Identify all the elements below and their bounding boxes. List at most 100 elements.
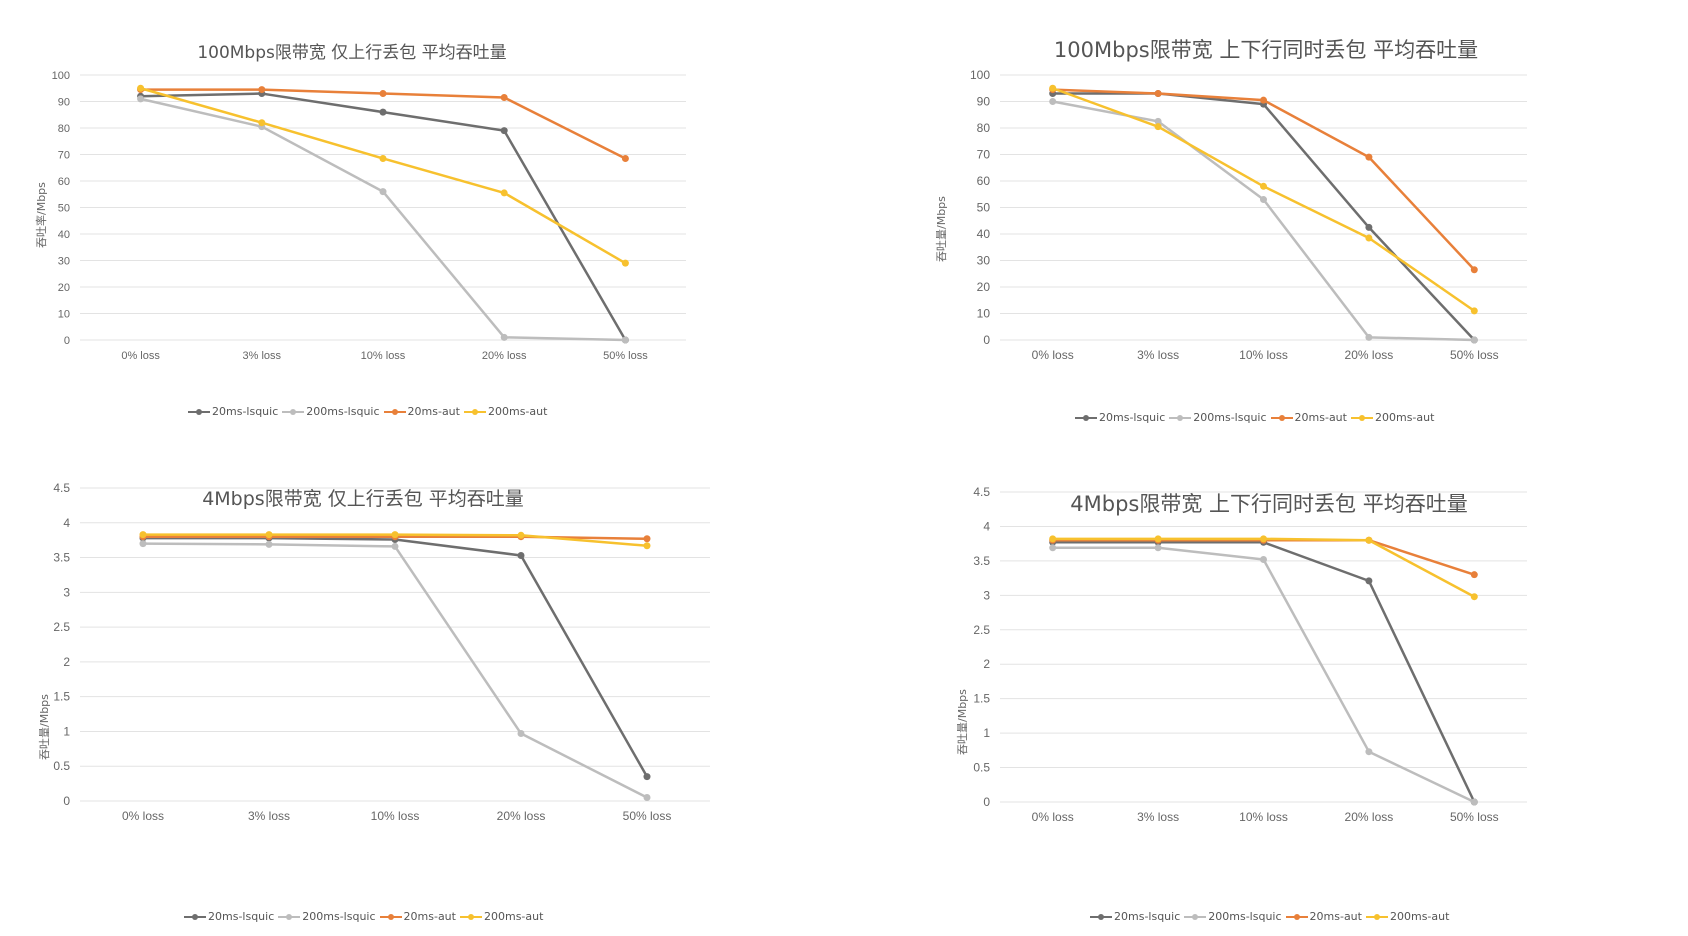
legend-swatch — [1285, 913, 1308, 920]
y-tick-label: 50 — [58, 203, 70, 215]
y-tick-label: 100 — [52, 70, 70, 82]
y-tick-label: 1 — [983, 726, 990, 740]
legend-swatch — [1270, 414, 1293, 421]
y-tick-label: 20 — [977, 280, 991, 294]
y-tick-label: 0 — [63, 794, 70, 808]
legend-swatch — [463, 408, 486, 415]
series-line-20ms-lsquic — [140, 92, 627, 341]
chart-title: 100Mbps限带宽 仅上行丢包 平均吞吐量 — [197, 43, 507, 63]
legend-swatch — [1169, 414, 1192, 421]
data-point-200ms-lsquic — [1470, 798, 1478, 806]
series-line-20ms-aut — [140, 88, 626, 160]
x-tick-label: 0% loss — [121, 350, 160, 362]
data-point-20ms-aut — [1470, 571, 1478, 579]
series-line-200ms-lsquic — [140, 97, 626, 342]
data-point-200ms-aut — [1154, 535, 1162, 543]
data-point-200ms-lsquic — [1365, 748, 1373, 756]
legend-item-200ms-aut: 200ms-aut — [463, 405, 547, 418]
legend-swatch — [459, 913, 482, 920]
y-tick-label: 4 — [63, 516, 70, 530]
legend-swatch — [1184, 913, 1207, 920]
data-point-20ms-lsquic — [500, 127, 508, 135]
y-tick-label: 10 — [977, 307, 991, 321]
data-point-200ms-aut — [1260, 182, 1267, 190]
data-point-200ms-aut — [1470, 593, 1478, 601]
legend-item-20ms-aut: 20ms-aut — [379, 910, 456, 923]
y-tick-label: 70 — [977, 148, 991, 162]
legend-label: 200ms-aut — [1374, 411, 1435, 424]
y-tick-label: 1.5 — [53, 690, 70, 704]
x-tick-label: 10% loss — [371, 809, 420, 823]
legend-swatch — [1075, 414, 1097, 421]
y-tick-label: 4 — [983, 519, 990, 533]
data-point-20ms-lsquic — [517, 551, 525, 559]
y-tick-label: 3 — [63, 585, 70, 599]
chart-4mbps-bidirectional-loss: 4Mbps限带宽 上下行同时丢包 平均吞吐量 吞吐量/Mbps 0 0.5 1 1.5… — [920, 450, 1680, 936]
data-point-20ms-aut — [1365, 153, 1373, 161]
data-point-200ms-aut — [643, 542, 651, 550]
legend-swatch — [188, 408, 210, 415]
x-tick-label: 3% loss — [248, 809, 290, 823]
legend-label: 200ms-lsquic — [1193, 411, 1267, 424]
data-point-20ms-aut — [1260, 96, 1267, 104]
data-point-200ms-aut — [265, 531, 273, 539]
x-tick-label: 3% loss — [243, 350, 282, 362]
data-point-200ms-aut — [500, 189, 508, 197]
data-point-200ms-lsquic — [1260, 196, 1267, 204]
x-tick-label: 10% loss — [1239, 810, 1288, 824]
x-tick-label: 20% loss — [482, 350, 527, 362]
data-point-200ms-lsquic — [1154, 544, 1162, 552]
legend-label: 200ms-lsquic — [306, 405, 380, 418]
data-point-20ms-lsquic — [1365, 223, 1373, 231]
y-tick-label: 10 — [58, 309, 70, 321]
legend-swatch — [282, 408, 305, 415]
series-line-20ms-lsquic — [1052, 92, 1476, 341]
legend-item-200ms-lsquic: 200ms-lsquic — [282, 405, 380, 418]
legend-label: 20ms-aut — [403, 910, 456, 923]
x-tick-label: 50% loss — [1450, 810, 1499, 824]
series-line-20ms-lsquic — [143, 536, 649, 778]
x-tick-label: 50% loss — [603, 350, 648, 362]
legend-swatch — [184, 913, 206, 920]
plot-area: 0 10 20 30 40 50 60 70 80 90 100 0% loss 3% loss 10% … — [52, 70, 686, 362]
y-tick-label: 0.5 — [973, 761, 990, 775]
y-tick-label: 60 — [977, 174, 991, 188]
x-tick-label: 0% loss — [1032, 810, 1074, 824]
data-point-20ms-aut — [258, 86, 266, 94]
y-tick-label: 1.5 — [973, 692, 990, 706]
y-tick-label: 0.5 — [53, 759, 70, 773]
chart-100mbps-bidirectional-loss: 100Mbps限带宽 上下行同时丢包 平均吞吐量 吞吐量/Mbps 0 10 20 3… — [920, 0, 1680, 424]
data-point-200ms-lsquic — [1470, 336, 1478, 344]
y-tick-label: 40 — [58, 229, 70, 241]
data-point-200ms-aut — [517, 531, 525, 539]
x-tick-label: 10% loss — [361, 350, 406, 362]
y-tick-label: 0 — [64, 335, 70, 347]
x-tick-label: 50% loss — [1450, 348, 1499, 362]
legend-label: 20ms-lsquic — [1099, 411, 1166, 424]
data-point-200ms-aut — [1049, 535, 1057, 543]
legend-swatch — [278, 913, 301, 920]
legend-item-20ms-aut: 20ms-aut — [383, 405, 460, 418]
y-tick-label: 30 — [58, 256, 70, 268]
legend-label: 20ms-lsquic — [208, 910, 275, 923]
data-point-200ms-aut — [1365, 536, 1373, 544]
y-tick-label: 100 — [970, 68, 990, 82]
series-line-200ms-lsquic — [1052, 546, 1475, 804]
plot-area: 0 0.5 1 1.5 2 2.5 3 3.5 4 4.5 0% loss 3% loss 10% lo… — [973, 485, 1527, 824]
legend-item-20ms-lsquic: 20ms-lsquic — [1090, 910, 1180, 923]
y-tick-label: 90 — [58, 97, 70, 109]
y-tick-label: 3.5 — [973, 554, 990, 568]
legend: 20ms-lsquic 200ms-lsquic 20ms-aut 200ms-… — [188, 405, 547, 418]
data-point-20ms-aut — [643, 535, 651, 543]
y-tick-label: 2.5 — [973, 623, 990, 637]
x-tick-label: 50% loss — [623, 809, 672, 823]
series-line-20ms-lsquic — [1052, 541, 1476, 803]
y-tick-label: 0 — [983, 795, 990, 809]
data-point-20ms-aut — [1470, 266, 1478, 274]
data-point-200ms-lsquic — [621, 336, 629, 344]
data-point-20ms-aut — [379, 90, 387, 98]
data-point-200ms-lsquic — [391, 542, 399, 550]
y-tick-label: 30 — [977, 254, 991, 268]
data-point-200ms-lsquic — [379, 188, 387, 196]
legend-item-200ms-lsquic: 200ms-lsquic — [1169, 411, 1267, 424]
